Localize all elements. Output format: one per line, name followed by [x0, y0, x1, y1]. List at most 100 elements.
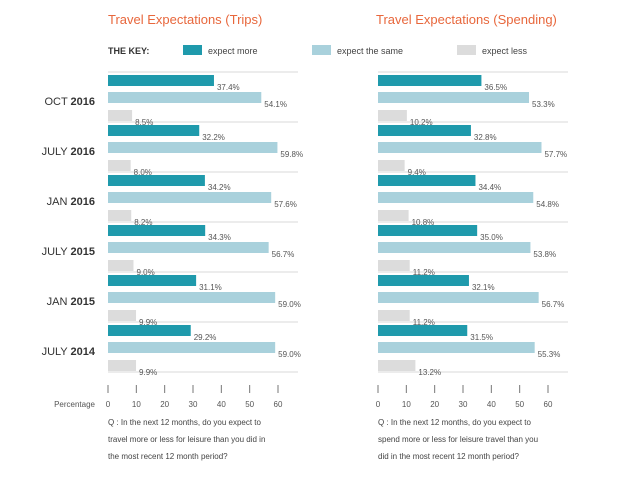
spending-value-label-2-3: 11.2%	[413, 268, 435, 277]
trips-tick-label-1: 10	[132, 400, 141, 409]
trips-bar-1-5	[108, 342, 276, 353]
spending-bar-2-2	[378, 210, 409, 221]
spending-tick-label-5: 50	[515, 400, 524, 409]
trips-bar-1-0	[108, 92, 262, 103]
category-label-5: JULY 2014	[42, 346, 96, 358]
legend-swatch-0	[183, 45, 202, 55]
spending-value-label-1-0: 53.3%	[532, 100, 555, 109]
spending-tick-label-0: 0	[376, 400, 381, 409]
trips-value-label-0-4: 31.1%	[199, 283, 222, 292]
spending-bar-1-2	[378, 192, 534, 203]
trips-note-line-2: the most recent 12 month period?	[108, 452, 228, 461]
trips-bar-2-5	[108, 360, 137, 371]
trips-bar-0-5	[108, 325, 191, 336]
spending-value-label-0-3: 35.0%	[480, 233, 503, 242]
spending-value-label-2-2: 10.8%	[412, 218, 435, 227]
legend-label-2: expect less	[482, 46, 528, 56]
spending-tick-label-3: 30	[459, 400, 468, 409]
trips-value-label-1-5: 59.0%	[278, 350, 301, 359]
trips-bar-2-0	[108, 110, 133, 121]
trips-bar-0-1	[108, 125, 200, 136]
spending-value-label-1-3: 53.8%	[533, 250, 556, 259]
spending-bar-1-4	[378, 292, 539, 303]
trips-bar-2-3	[108, 260, 134, 271]
trips-note-line-1: travel more or less for leisure than you…	[108, 435, 265, 444]
category-label-4: JAN 2015	[47, 296, 95, 308]
trips-value-label-1-1: 59.8%	[280, 150, 303, 159]
trips-value-label-2-4: 9.9%	[139, 318, 157, 327]
spending-value-label-0-4: 32.1%	[472, 283, 495, 292]
spending-bar-0-2	[378, 175, 476, 186]
trips-tick-label-4: 40	[217, 400, 226, 409]
trips-value-label-0-1: 32.2%	[202, 133, 225, 142]
trips-bar-1-4	[108, 292, 276, 303]
trips-value-label-0-5: 29.2%	[194, 333, 217, 342]
trips-bar-0-3	[108, 225, 206, 236]
spending-tick-label-1: 10	[402, 400, 411, 409]
trips-bar-2-4	[108, 310, 137, 321]
trips-bar-1-3	[108, 242, 269, 253]
category-label-2: JAN 2016	[47, 196, 95, 208]
spending-value-label-2-0: 10.2%	[410, 118, 433, 127]
spending-bar-2-3	[378, 260, 410, 271]
spending-bar-0-5	[378, 325, 468, 336]
trips-tick-label-2: 20	[160, 400, 169, 409]
spending-value-label-1-2: 54.8%	[536, 200, 559, 209]
spending-tick-label-6: 60	[544, 400, 553, 409]
spending-bar-2-5	[378, 360, 416, 371]
trips-bar-0-2	[108, 175, 205, 186]
spending-note-line-1: spend more or less for leisure travel th…	[378, 435, 538, 444]
key-heading: THE KEY:	[108, 46, 149, 56]
spending-bar-1-3	[378, 242, 531, 253]
category-label-3: JULY 2015	[42, 246, 95, 258]
trips-value-label-2-3: 9.0%	[137, 268, 155, 277]
legend-swatch-1	[312, 45, 331, 55]
trips-bar-2-1	[108, 160, 131, 171]
category-label-0: OCT 2016	[44, 96, 95, 108]
trips-value-label-2-5: 9.9%	[139, 368, 157, 377]
spending-bar-2-4	[378, 310, 410, 321]
spending-value-label-1-5: 55.3%	[538, 350, 561, 359]
trips-value-label-1-3: 56.7%	[272, 250, 295, 259]
trips-value-label-2-1: 8.0%	[134, 168, 152, 177]
spending-bar-1-0	[378, 92, 530, 103]
spending-bar-1-5	[378, 342, 535, 353]
spending-tick-label-2: 20	[430, 400, 439, 409]
spending-value-label-2-4: 11.2%	[413, 318, 435, 327]
spending-note-line-2: did in the most recent 12 month period?	[378, 452, 520, 461]
trips-tick-label-6: 60	[274, 400, 283, 409]
category-label-1: JULY 2016	[42, 146, 95, 158]
spending-bar-0-1	[378, 125, 471, 136]
spending-note-line-0: Q : In the next 12 months, do you expect…	[378, 418, 532, 427]
trips-bar-1-1	[108, 142, 278, 153]
spending-chart-title: Travel Expectations (Spending)	[376, 12, 557, 27]
trips-value-label-0-0: 37.4%	[217, 83, 240, 92]
spending-bar-0-3	[378, 225, 478, 236]
trips-tick-label-5: 50	[245, 400, 254, 409]
trips-bar-0-0	[108, 75, 214, 86]
spending-bar-2-1	[378, 160, 405, 171]
trips-value-label-0-2: 34.2%	[208, 183, 231, 192]
trips-value-label-1-2: 57.6%	[274, 200, 297, 209]
trips-value-label-1-0: 54.1%	[264, 100, 287, 109]
trips-bar-0-4	[108, 275, 197, 286]
spending-tick-label-4: 40	[487, 400, 496, 409]
trips-bar-2-2	[108, 210, 132, 221]
trips-note-line-0: Q : In the next 12 months, do you expect…	[108, 418, 262, 427]
spending-bar-1-1	[378, 142, 542, 153]
trips-value-label-1-4: 59.0%	[278, 300, 301, 309]
legend-label-1: expect the same	[337, 46, 403, 56]
spending-value-label-0-2: 34.4%	[478, 183, 501, 192]
spending-value-label-1-1: 57.7%	[544, 150, 567, 159]
trips-tick-label-3: 30	[189, 400, 198, 409]
spending-value-label-0-5: 31.5%	[470, 333, 493, 342]
trips-value-label-2-2: 8.2%	[134, 218, 152, 227]
trips-value-label-0-3: 34.3%	[208, 233, 231, 242]
legend-label-0: expect more	[208, 46, 258, 56]
spending-value-label-0-1: 32.8%	[474, 133, 497, 142]
spending-value-label-2-5: 13.2%	[418, 368, 441, 377]
legend-swatch-2	[457, 45, 476, 55]
spending-value-label-1-4: 56.7%	[542, 300, 565, 309]
trips-value-label-2-0: 8.5%	[135, 118, 153, 127]
